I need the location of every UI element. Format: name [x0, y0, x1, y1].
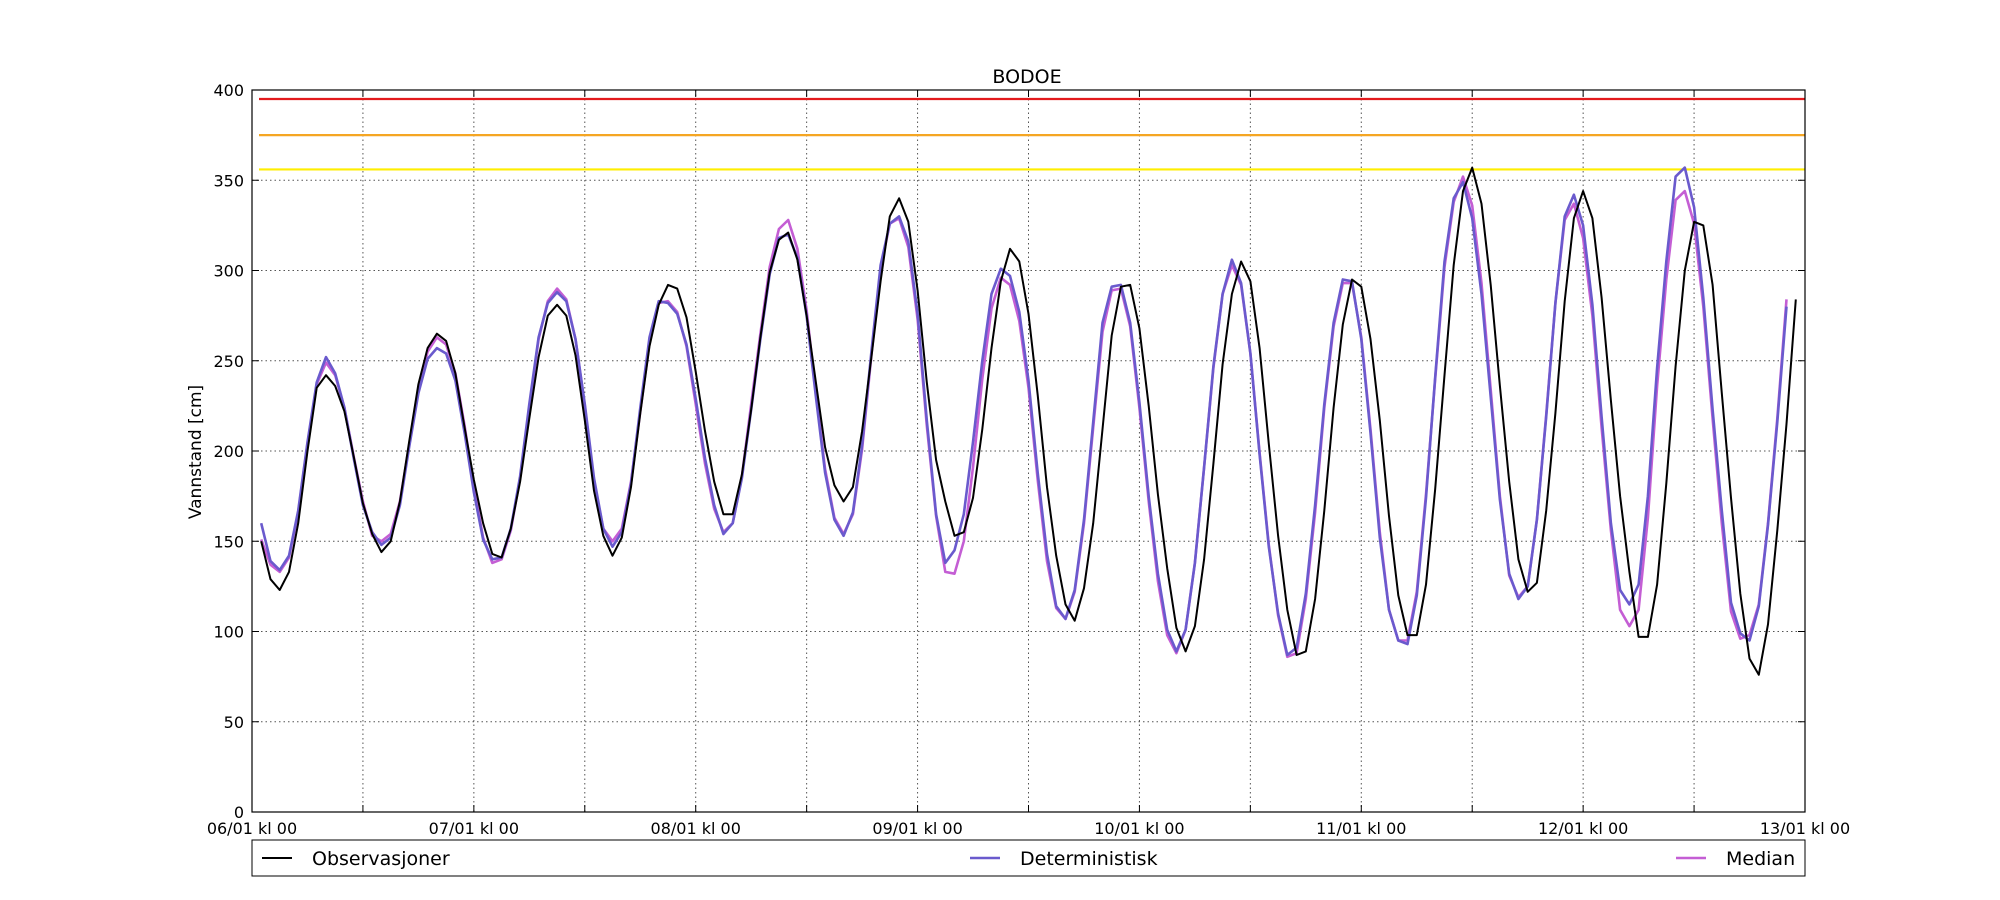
y-tick-label: 350 [213, 171, 244, 190]
series-line-deterministisk [259, 166, 1788, 657]
series-line-observasjoner [260, 166, 1797, 676]
y-tick-label: 0 [234, 803, 244, 822]
x-tick-label: 10/01 kl 00 [1094, 819, 1184, 838]
series-lines [259, 166, 1797, 676]
series-line-median [259, 175, 1788, 659]
y-tick-label: 150 [213, 532, 244, 551]
y-tick-label: 50 [224, 713, 244, 732]
x-tick-label: 13/01 kl 00 [1760, 819, 1850, 838]
y-tick-label: 100 [213, 623, 244, 642]
y-axis-label: Vannstand [cm] [186, 385, 206, 519]
threshold-lines [259, 97, 1805, 171]
y-tick-label: 200 [213, 442, 244, 461]
y-tick-label: 250 [213, 352, 244, 371]
x-tick-label: 07/01 kl 00 [429, 819, 519, 838]
x-tick-label: 12/01 kl 00 [1538, 819, 1628, 838]
legend: Observasjoner Deterministisk Median [251, 839, 1806, 877]
grid [251, 89, 1806, 813]
x-tick-label: 08/01 kl 00 [651, 819, 741, 838]
legend-label: Median [1726, 848, 1795, 870]
y-tick-label: 400 [213, 81, 244, 100]
x-tick-label: 09/01 kl 00 [872, 819, 962, 838]
y-tick-label: 300 [213, 262, 244, 281]
x-ticks: 06/01 kl 00 07/01 kl 00 08/01 kl 00 09/01 k… [207, 90, 1850, 838]
legend-label: Observasjoner [312, 848, 450, 870]
legend-frame [251, 839, 1806, 877]
x-tick-label: 06/01 kl 00 [207, 819, 297, 838]
legend-label: Deterministisk [1020, 848, 1158, 870]
y-ticks: 0 50 100 150 200 250 300 350 400 [213, 81, 1805, 822]
chart-title: BODOE [992, 66, 1061, 88]
x-tick-label: 11/01 kl 00 [1316, 819, 1406, 838]
